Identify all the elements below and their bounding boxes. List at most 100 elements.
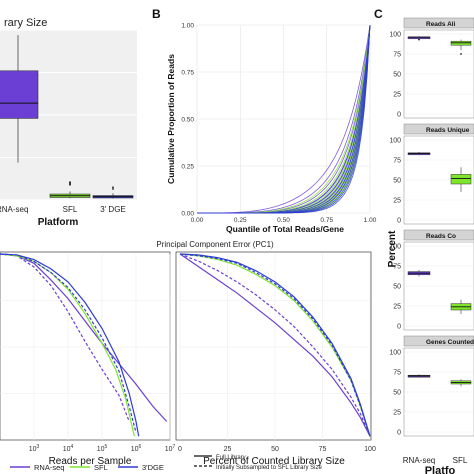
series-line [0, 253, 140, 437]
panel-c-tick-sfl: SFL [453, 456, 468, 465]
panel-c-y-tick: 0 [397, 430, 401, 437]
panel-b-x-ticks: 0.00 0.25 0.50 0.75 1.00 [191, 217, 377, 224]
panel-e: 0 25 50 75 100 Percent of Counted Library Si… [175, 251, 376, 467]
panel-c-ylabel: Percent [387, 230, 398, 267]
series-line [0, 253, 135, 437]
series-line [0, 253, 130, 422]
panel-b-grid [196, 24, 371, 214]
panel-a-tick-3dge: 3' DGE [100, 205, 126, 214]
legend-label-3dge: 3'DGE [142, 463, 164, 472]
panel-d-x-ticks: 103 104 105 106 107 [29, 444, 176, 453]
panel-c-y-tick: 75 [393, 158, 401, 165]
panel-c-y-tick: 100 [389, 244, 401, 251]
panel-e-xlabel: Percent of Counted Library Size [203, 456, 345, 467]
panel-c-strip-label: Reads Co [426, 233, 456, 240]
legend-label-subsampled: Initially Subsampled to SFL Library Size [216, 465, 322, 471]
panel-c-y-tick: 100 [389, 32, 401, 39]
legend-label-full-library: Full Library [216, 455, 246, 461]
x-tick-label: 100 [364, 446, 376, 453]
panel-a-outlier [112, 186, 114, 189]
panel-c-y-tick: 25 [393, 304, 401, 311]
x-tick-label: 104 [63, 444, 74, 453]
x-tick-label: 103 [29, 444, 40, 453]
panel-c-facets: Reads Ali 0 25 50 75 100 Reads Unique 0 25 50 75 10… [389, 17, 474, 437]
panel-b: B 0.00 0.25 0.50 0.75 1.00 0.00 0.25 0.50 0.75 1… [152, 7, 377, 234]
panel-d-xlabel: Reads per Sample [49, 456, 132, 467]
x-tick-label: 25 [224, 446, 232, 453]
panel-a-outlier [112, 188, 114, 190]
panel-c-tick-rna-seq: RNA-seq [403, 456, 435, 465]
panel-c-strip-label: Genes Counted [ [426, 339, 474, 346]
panel-b-xlabel: Quantile of Total Reads/Gene [226, 224, 344, 234]
panel-c-strip [403, 229, 474, 241]
panel-c-y-tick: 25 [393, 92, 401, 99]
panel-b-ylabel: Cumulative Proportion of Reads [166, 54, 176, 184]
panel-c-y-tick: 0 [397, 324, 401, 331]
panel-c-box [450, 174, 472, 185]
series-line [0, 253, 168, 422]
panel-a: rary Size RNA-seq SFL 3' DGE Platform [0, 17, 137, 228]
x-tick-label: 106 [131, 444, 142, 453]
panel-c-y-tick: 100 [389, 350, 401, 357]
panel-d-plot-frame [0, 251, 171, 441]
panel-a-tick-rna-seq: RNA-seq [0, 205, 28, 214]
panel-e-curves [179, 253, 371, 437]
panel-c-y-tick: 75 [393, 52, 401, 59]
legend-label-sfl: SFL [94, 463, 108, 472]
panel-b-x-tick: 0.75 [320, 217, 333, 224]
panel-b-curve [197, 24, 371, 214]
panel-a-title: rary Size [4, 17, 47, 29]
panel-b-y-tick: 0.50 [181, 117, 194, 124]
panel-e-x-ticks: 0 25 50 75 100 [178, 446, 376, 453]
panel-c-strip-label: Reads Ali [426, 21, 456, 28]
panel-c-y-tick: 75 [393, 370, 401, 377]
panel-c-strip [403, 17, 474, 29]
panel-c-y-tick: 75 [393, 264, 401, 271]
panel-de-title: Principal Component Error (PC1) [156, 240, 274, 249]
panel-c-strip [403, 123, 474, 135]
panel-c: C Reads Ali 0 25 50 75 100 Reads Unique 0 25 50 75… [374, 7, 474, 474]
panel-c-y-tick: 50 [393, 178, 401, 185]
panel-c-strip [403, 335, 474, 347]
panel-c-label: C [374, 7, 383, 21]
panel-b-y-tick: 1.00 [181, 23, 194, 30]
x-tick-label: 105 [97, 444, 108, 453]
panel-c-outlier [418, 38, 420, 41]
panel-c-y-tick: 0 [397, 112, 401, 119]
legend: RNA-seq SFL 3'DGE Full Library Initially… [10, 455, 322, 472]
panel-a-tick-sfl: SFL [63, 205, 78, 214]
panel-b-x-tick: 0.25 [234, 217, 247, 224]
panel-c-y-tick: 50 [393, 72, 401, 79]
panel-a-outlier [69, 181, 71, 184]
panel-d-curves [0, 253, 168, 437]
x-tick-label: 75 [319, 446, 327, 453]
panel-c-y-tick: 0 [397, 218, 401, 225]
panel-b-y-tick: 0.25 [181, 164, 194, 171]
panel-c-xlabel: Platfo [425, 465, 456, 474]
series-line [0, 253, 137, 433]
panel-b-curves [197, 24, 371, 214]
panel-e-plot-frame [175, 251, 372, 441]
panel-a-box [0, 70, 39, 119]
panel-b-x-tick: 1.00 [364, 217, 377, 224]
series-line [179, 253, 371, 437]
panel-b-y-tick: 0.75 [181, 70, 194, 77]
series-line [179, 253, 371, 437]
panel-c-strip-label: Reads Unique [426, 127, 470, 134]
x-tick-label: 0 [178, 446, 182, 453]
series-line [179, 253, 371, 437]
panel-c-y-tick: 25 [393, 410, 401, 417]
x-tick-label: 107 [165, 444, 176, 453]
panel-c-outlier [460, 53, 462, 55]
panel-a-xlabel: Platform [38, 217, 79, 228]
series-line [179, 253, 371, 437]
panel-b-label: B [152, 7, 161, 21]
panel-b-x-tick: 0.00 [191, 217, 204, 224]
panel-d: 103 104 105 106 107 Reads per Sample [0, 251, 176, 467]
panel-c-y-tick: 100 [389, 138, 401, 145]
panel-d-grid [0, 254, 171, 440]
panel-c-y-tick: 25 [393, 198, 401, 205]
panel-c-y-tick: 50 [393, 284, 401, 291]
legend-label-rna-seq: RNA-seq [34, 463, 64, 472]
